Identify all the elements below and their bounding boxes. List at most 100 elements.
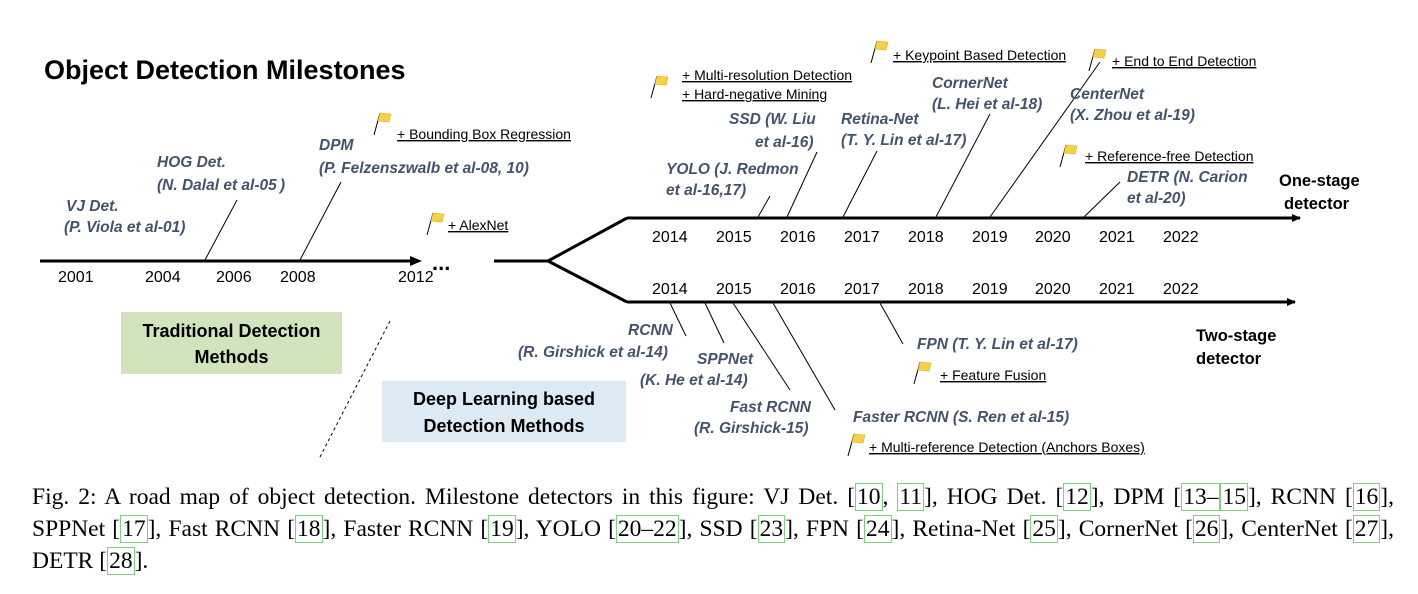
flag-icon <box>1059 144 1078 168</box>
caption-text: ], FPN [ <box>785 516 864 542</box>
cornernet-label: CornerNet <box>932 75 1009 92</box>
flag-icon <box>870 40 889 64</box>
ref-link[interactable]: 13– <box>1181 483 1221 511</box>
ssd-leader <box>786 151 818 218</box>
fpn-label: FPN (T. Y. Lin et al-17) <box>917 336 1078 353</box>
fast-rcnn-citation: (R. Girshick-15) <box>694 420 809 437</box>
ref-link[interactable]: 17 <box>120 515 148 543</box>
branch-up <box>547 216 628 263</box>
reference-free-note: + Reference-free Detection <box>1085 148 1253 164</box>
ref-link[interactable]: 12 <box>1063 483 1091 511</box>
ref-link[interactable]: 10 <box>855 483 883 511</box>
ref-link[interactable]: 25 <box>1030 515 1058 543</box>
bbox-regression-note: + Bounding Box Regression <box>397 126 571 142</box>
ref-link[interactable]: 16 <box>1352 483 1381 511</box>
two-stage-label: Two-stage <box>1196 327 1276 345</box>
feature-fusion-note: + Feature Fusion <box>940 367 1046 383</box>
cornernet-leader <box>935 113 991 218</box>
caption-text: Fig. 2: A road map of object detection. … <box>32 484 848 510</box>
centernet-leader <box>989 61 1101 218</box>
deep-learning-box-label: Detection Methods <box>423 416 584 436</box>
deep-learning-box <box>382 381 626 442</box>
ref-link[interactable]: 23 <box>757 515 786 543</box>
flag-icon <box>1088 48 1107 72</box>
lower-year: 2018 <box>908 281 944 298</box>
two-stage-years: 2014 2015 2016 2017 2018 2019 2020 2021 … <box>652 281 1199 298</box>
fast-rcnn-label: Fast RCNN <box>730 399 812 416</box>
branch-down <box>547 259 628 304</box>
flag-icon <box>373 112 392 136</box>
era-divider <box>319 320 391 458</box>
upper-year: 2019 <box>972 229 1008 246</box>
upper-year: 2017 <box>844 229 880 246</box>
ref-link[interactable]: 18 <box>295 515 323 543</box>
centernet-label: CenterNet <box>1070 86 1145 103</box>
ref-link[interactable]: 27 <box>1352 515 1381 543</box>
dpm-leader <box>299 181 342 261</box>
multi-reference-note: + Multi-reference Detection (Anchors Box… <box>869 439 1145 455</box>
caption-text: ]. <box>134 548 149 574</box>
ref-link[interactable]: 11 <box>897 483 925 511</box>
one-stage-label: detector <box>1284 195 1350 213</box>
caption-text: ], CenterNet [ <box>1220 516 1353 542</box>
detr-label: DETR (N. Carion <box>1127 169 1248 186</box>
flag-icon <box>650 75 669 99</box>
hog-det-label: HOG Det. <box>157 154 226 171</box>
lower-year: 2019 <box>972 281 1008 298</box>
vj-det-citation: (P. Viola et al-01) <box>64 219 185 236</box>
dpm-citation: (P. Felzenszwalb et al-08, 10) <box>319 160 529 177</box>
detr-citation: et al-20) <box>1127 190 1186 207</box>
faster-rcnn-label: Faster RCNN (S. Ren et al-15) <box>853 409 1069 426</box>
caption-text: ], YOLO [ <box>515 516 616 542</box>
ssd-label: SSD (W. Liu <box>729 111 816 128</box>
hog-det-citation: (N. Dalal et al-05 ) <box>157 177 285 194</box>
lower-year: 2021 <box>1099 281 1135 298</box>
hog-leader <box>204 199 238 261</box>
caption-text: ], DPM [ <box>1090 484 1182 510</box>
ref-link[interactable]: 24 <box>864 515 892 543</box>
cornernet-citation: (L. Hei et al-18) <box>932 96 1042 113</box>
timeline-arrowhead <box>410 256 422 266</box>
sppnet-label: SPPNet <box>697 351 754 368</box>
figure-caption: Fig. 2: A road map of object detection. … <box>32 483 1394 575</box>
timeline-ellipsis: ... <box>432 250 450 275</box>
retina-net-citation: (T. Y. Lin et al-17) <box>841 132 966 149</box>
flag-icon <box>913 361 932 385</box>
year-2001: 2001 <box>58 269 94 286</box>
traditional-box-label: Methods <box>195 347 269 367</box>
ref-link[interactable]: 20–22 <box>615 515 679 543</box>
ref-link[interactable]: 26 <box>1192 515 1221 543</box>
multi-resolution-note: + Multi-resolution Detection <box>682 67 852 83</box>
centernet-citation: (X. Zhou et al-19) <box>1070 107 1195 124</box>
ssd-citation: et al-16) <box>755 134 814 151</box>
ref-link[interactable]: 28 <box>107 547 135 575</box>
faster-rcnn-leader <box>772 302 836 411</box>
rcnn-leader <box>669 302 687 337</box>
year-2004: 2004 <box>145 269 181 286</box>
figure-title: Object Detection Milestones <box>44 55 406 85</box>
flag-icon <box>847 433 866 457</box>
lower-year: 2015 <box>716 281 752 298</box>
caption-text: ], SSD [ <box>678 516 758 542</box>
upper-year: 2022 <box>1163 229 1199 246</box>
upper-year: 2020 <box>1035 229 1071 246</box>
detr-leader <box>1083 181 1121 218</box>
upper-year: 2016 <box>780 229 816 246</box>
ref-link[interactable]: 15 <box>1220 483 1248 511</box>
year-2008: 2008 <box>280 269 316 286</box>
ref-link[interactable]: 19 <box>488 515 516 543</box>
vj-det-label: VJ Det. <box>66 198 119 215</box>
caption-text: ], SPPNet [ <box>32 484 1394 542</box>
rcnn-citation: (R. Girshick et al-14) <box>518 344 668 361</box>
lower-year: 2014 <box>652 281 688 298</box>
upper-year: 2014 <box>652 229 688 246</box>
one-stage-label: One-stage <box>1279 172 1360 190</box>
caption-text: ], Faster RCNN [ <box>322 516 489 542</box>
year-2006: 2006 <box>216 269 252 286</box>
lower-year: 2022 <box>1163 281 1199 298</box>
roadmap-figure: Object Detection Milestones ... 2001 200… <box>40 40 1360 458</box>
caption-text: ], CornerNet [ <box>1057 516 1193 542</box>
upper-year: 2015 <box>716 229 752 246</box>
flag-icon <box>426 212 445 236</box>
traditional-box-label: Traditional Detection <box>142 321 320 341</box>
